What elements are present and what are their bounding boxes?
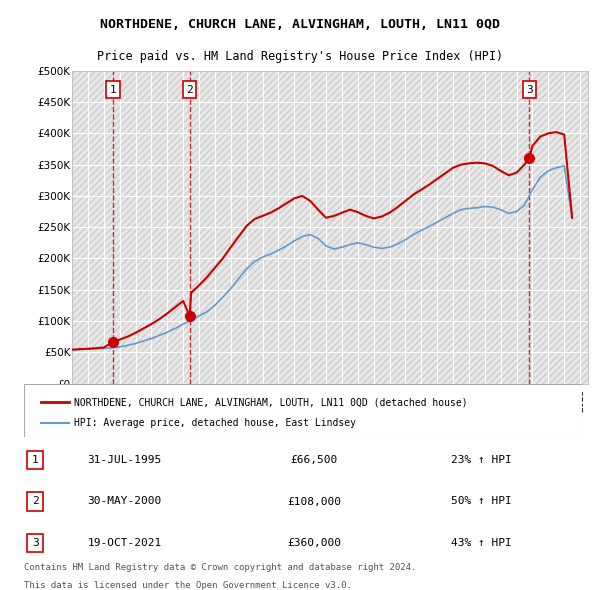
Text: £66,500: £66,500	[290, 455, 338, 465]
Text: 31-JUL-1995: 31-JUL-1995	[88, 455, 161, 465]
Text: 1: 1	[110, 84, 116, 94]
Text: 3: 3	[32, 538, 38, 548]
Text: 2: 2	[187, 84, 193, 94]
Text: Contains HM Land Registry data © Crown copyright and database right 2024.: Contains HM Land Registry data © Crown c…	[24, 563, 416, 572]
Text: NORTHDENE, CHURCH LANE, ALVINGHAM, LOUTH, LN11 0QD (detached house): NORTHDENE, CHURCH LANE, ALVINGHAM, LOUTH…	[74, 397, 468, 407]
Text: 19-OCT-2021: 19-OCT-2021	[88, 538, 161, 548]
Text: 30-MAY-2000: 30-MAY-2000	[88, 497, 161, 506]
Bar	[72, 71, 588, 384]
Text: £108,000: £108,000	[287, 497, 341, 506]
Text: 1: 1	[32, 455, 38, 465]
Text: 43% ↑ HPI: 43% ↑ HPI	[451, 538, 512, 548]
Text: NORTHDENE, CHURCH LANE, ALVINGHAM, LOUTH, LN11 0QD: NORTHDENE, CHURCH LANE, ALVINGHAM, LOUTH…	[100, 18, 500, 31]
FancyBboxPatch shape	[24, 384, 582, 437]
Text: 50% ↑ HPI: 50% ↑ HPI	[451, 497, 512, 506]
Text: Price paid vs. HM Land Registry's House Price Index (HPI): Price paid vs. HM Land Registry's House …	[97, 50, 503, 63]
Text: 2: 2	[32, 497, 38, 506]
Text: HPI: Average price, detached house, East Lindsey: HPI: Average price, detached house, East…	[74, 418, 356, 428]
Text: 23% ↑ HPI: 23% ↑ HPI	[451, 455, 512, 465]
Text: 3: 3	[526, 84, 533, 94]
Text: This data is licensed under the Open Government Licence v3.0.: This data is licensed under the Open Gov…	[24, 581, 352, 590]
Text: £360,000: £360,000	[287, 538, 341, 548]
